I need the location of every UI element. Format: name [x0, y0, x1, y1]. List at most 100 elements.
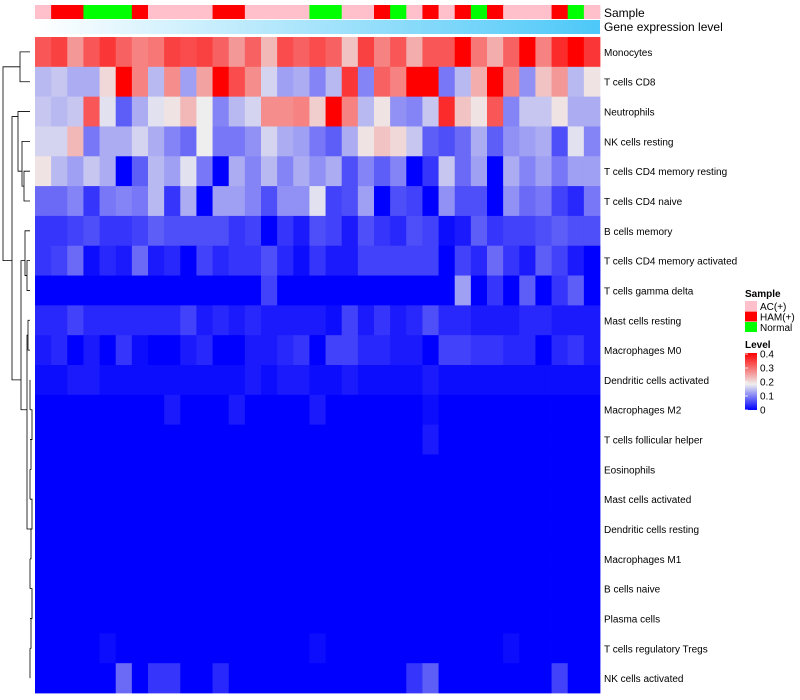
heatmap-cell	[131, 335, 149, 366]
heatmap-cell	[309, 335, 326, 366]
sample-annotation-cell	[131, 5, 149, 19]
heatmap-cell	[261, 484, 278, 515]
heatmap-cell	[212, 156, 230, 187]
heatmap-cell	[487, 186, 504, 217]
heatmap-cell	[374, 514, 391, 545]
heatmap-cell	[390, 245, 407, 276]
heatmap-cell	[35, 215, 52, 247]
heatmap-cell	[164, 245, 181, 276]
heatmap-cell	[470, 96, 488, 127]
heatmap-cell	[422, 275, 439, 306]
heatmap-cell	[277, 573, 294, 604]
heatmap-cell	[357, 484, 375, 515]
heatmap-cell	[180, 37, 197, 68]
heatmap-cell	[487, 394, 504, 426]
sample-annotation-cell	[374, 5, 391, 19]
heatmap-cell	[470, 424, 488, 455]
heatmap-cell	[374, 633, 391, 664]
heatmap-cell	[519, 394, 536, 426]
heatmap-cell	[583, 275, 601, 306]
heatmap-cell	[422, 663, 439, 694]
heatmap-cell	[244, 305, 262, 336]
heatmap-cell	[196, 633, 213, 664]
heatmap-cell	[148, 305, 165, 336]
heatmap-cell	[438, 573, 456, 604]
heatmap-cell	[51, 603, 68, 634]
sample-annotation-cell	[341, 5, 359, 19]
heatmap-cell	[390, 66, 407, 98]
heatmap-cell	[309, 275, 326, 306]
sample-annotation-cell	[535, 5, 552, 19]
heatmap-cell	[357, 66, 375, 98]
heatmap-cell	[535, 37, 552, 68]
heatmap-cell	[519, 365, 536, 396]
heatmap-cell	[454, 186, 472, 217]
heatmap-cell	[228, 514, 246, 545]
heatmap-cell	[583, 633, 601, 664]
heatmap-cell	[454, 66, 472, 98]
heatmap-cell	[99, 305, 117, 336]
heatmap-cell	[99, 543, 117, 575]
row-label: Mast cells resting	[604, 316, 681, 327]
heatmap-cell	[277, 663, 294, 694]
heatmap-cell	[196, 305, 213, 336]
heatmap-cell	[406, 543, 423, 575]
heatmap-cell	[357, 663, 375, 694]
heatmap-cell	[551, 186, 569, 217]
dendrogram-branch	[30, 588, 33, 619]
heatmap-cell	[438, 66, 456, 98]
heatmap-cell	[374, 484, 391, 515]
heatmap-cell	[244, 186, 262, 217]
heatmap-cell	[83, 573, 100, 604]
heatmap-cell	[309, 543, 326, 575]
heatmap-cell	[390, 394, 407, 426]
heatmap-cell	[164, 603, 181, 634]
heatmap-cell	[228, 335, 246, 366]
sample-annotation-cell	[164, 5, 181, 19]
heatmap-cell	[99, 573, 117, 604]
heatmap-cell	[325, 156, 343, 187]
dendrogram-branch	[20, 260, 27, 411]
heatmap-cell	[390, 484, 407, 515]
heatmap-cell	[567, 633, 585, 664]
heatmap-cell	[357, 126, 375, 157]
heatmap-cell	[309, 484, 326, 515]
heatmap-cell	[325, 37, 343, 68]
heatmap-cell	[583, 573, 601, 604]
heatmap-cell	[357, 37, 375, 68]
heatmap-cell	[454, 156, 472, 187]
heatmap-cell	[487, 305, 504, 336]
heatmap-cell	[196, 603, 213, 634]
heatmap-cell	[583, 543, 601, 575]
heatmap-cell	[67, 603, 84, 634]
heatmap-cell	[535, 573, 552, 604]
heatmap-cell	[35, 543, 52, 575]
heatmap-cell	[341, 215, 359, 247]
heatmap-cell	[454, 126, 472, 157]
heatmap-cell	[309, 215, 326, 247]
heatmap-cell	[438, 37, 456, 68]
heatmap-cell	[309, 394, 326, 426]
heatmap-cell	[357, 215, 375, 247]
dendrogram-branch	[2, 66, 20, 262]
sample-annotation-cell	[35, 5, 52, 19]
heatmap-cell	[454, 245, 472, 276]
heatmap-cell	[131, 394, 149, 426]
heatmap-cell	[99, 394, 117, 426]
heatmap-cell	[131, 663, 149, 694]
heatmap-cell	[535, 663, 552, 694]
heatmap-cell	[454, 424, 472, 455]
heatmap-cell	[148, 365, 165, 396]
heatmap-cell	[99, 514, 117, 545]
heatmap-cell	[406, 633, 423, 664]
heatmap-cell	[535, 365, 552, 396]
heatmap-cell	[438, 96, 456, 127]
heatmap-cell	[99, 633, 117, 664]
heatmap-cell	[67, 96, 84, 127]
sample-annotation-cell	[83, 5, 100, 19]
heatmap-cell	[583, 37, 601, 68]
heatmap-cell	[438, 156, 456, 187]
heatmap-cell	[487, 454, 504, 485]
heatmap-cell	[261, 633, 278, 664]
sample-annotation-cell	[357, 5, 375, 19]
